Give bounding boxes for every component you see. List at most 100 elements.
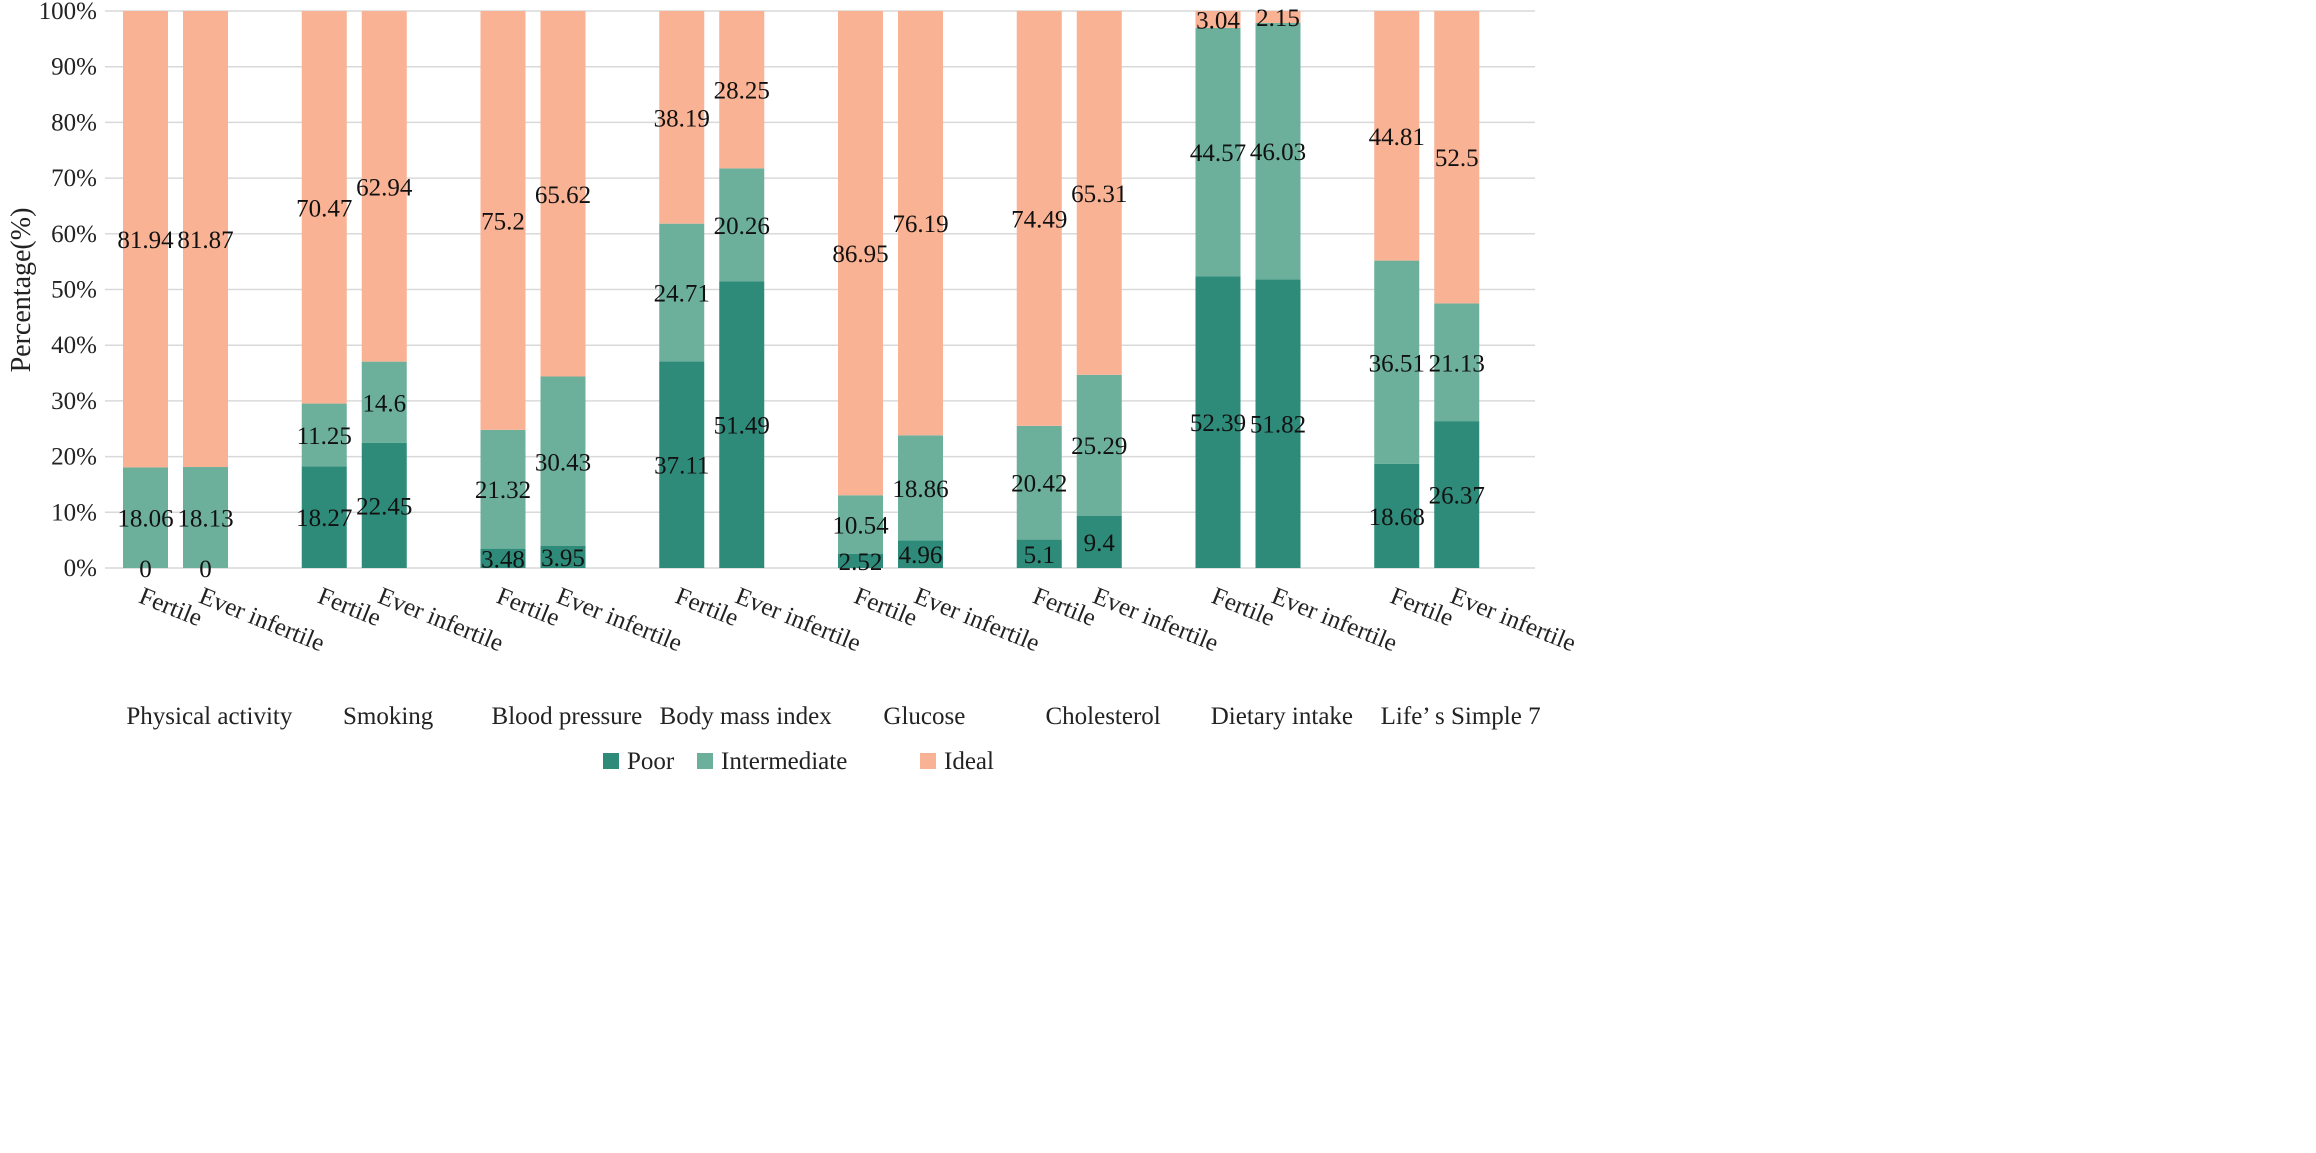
bar-segment-poor xyxy=(361,442,407,568)
bar-segment-intermediate xyxy=(123,467,168,568)
bar-segment-poor xyxy=(480,548,526,568)
data-label: 30.43 xyxy=(535,449,591,476)
bar-segment-ideal xyxy=(301,11,347,404)
bar-segment-intermediate xyxy=(1374,260,1420,464)
bar-segment-intermediate xyxy=(1076,374,1122,516)
legend-label: Intermediate xyxy=(721,748,847,775)
data-label: 46.03 xyxy=(1250,139,1306,166)
data-label: 20.42 xyxy=(1011,471,1067,498)
y-axis-ticks: 0% 10% 20% 30% 40% 50% 60% 70% 80% 90% 100% xyxy=(39,0,97,582)
data-label: 20.26 xyxy=(714,213,770,240)
data-label: 0 xyxy=(199,556,212,583)
category-label: Ever infertile xyxy=(1089,583,1222,658)
data-label: 28.25 xyxy=(714,78,770,105)
bar-segment-poor xyxy=(1374,463,1420,568)
y-tick-label: 0% xyxy=(64,555,97,582)
y-tick-label: 20% xyxy=(51,444,97,471)
group-label: Physical activity xyxy=(126,703,292,730)
data-label: 44.57 xyxy=(1190,140,1246,167)
y-axis-title: Percentage(%) xyxy=(6,208,37,373)
bar-segment-poor xyxy=(540,545,586,568)
data-label: 81.94 xyxy=(117,227,174,254)
group-label: Life’ s Simple 7 xyxy=(1381,703,1541,730)
category-label: Ever infertile xyxy=(374,583,507,658)
data-label: 18.68 xyxy=(1369,504,1425,531)
group-labels: Physical activity Smoking Blood pressure Bo… xyxy=(126,703,1540,730)
category-label: Ever infertile xyxy=(553,583,686,658)
y-tick-label: 100% xyxy=(39,0,97,25)
bar-segment-ideal xyxy=(1374,11,1420,261)
data-label: 86.95 xyxy=(832,241,888,268)
data-label: 65.62 xyxy=(535,182,591,209)
data-label: 4.96 xyxy=(899,542,943,569)
legend-label: Poor xyxy=(627,748,675,775)
bar-segment-ideal xyxy=(659,10,705,224)
bar-segment-ideal xyxy=(361,11,407,362)
bar-segment-intermediate xyxy=(1255,22,1301,280)
bar-segment-intermediate xyxy=(480,429,526,549)
data-label: 0 xyxy=(139,556,152,583)
legend-swatch-poor xyxy=(603,753,619,769)
group-label: Cholesterol xyxy=(1045,703,1160,730)
data-label: 65.31 xyxy=(1071,181,1127,208)
bar-segment-ideal xyxy=(123,11,168,468)
y-tick-label: 30% xyxy=(51,388,97,415)
bar-segment-ideal xyxy=(1434,11,1480,304)
y-tick-label: 70% xyxy=(51,165,97,192)
bar-segment-poor xyxy=(1016,539,1062,568)
data-labels: 0 18.06 81.94 0 18.13 81.87 18.27 11.25 70.47 22.… xyxy=(117,5,1485,583)
y-tick-label: 90% xyxy=(51,54,97,81)
bar-segment-intermediate xyxy=(1016,425,1062,540)
legend-label: Ideal xyxy=(944,748,994,775)
bar-segment-ideal xyxy=(898,10,943,436)
bar-segment-poor xyxy=(659,361,705,568)
legend: Poor Intermediate Ideal xyxy=(603,748,994,775)
bar-segment-intermediate xyxy=(719,168,765,282)
data-label: 18.13 xyxy=(177,506,233,533)
data-label: 51.82 xyxy=(1250,412,1306,439)
bar-segment-ideal xyxy=(719,11,765,169)
bars xyxy=(123,10,1480,568)
data-label: 81.87 xyxy=(177,227,233,254)
group-label: Dietary intake xyxy=(1211,703,1353,730)
group-label: Body mass index xyxy=(660,703,833,730)
bar-segment-intermediate xyxy=(659,223,705,362)
data-label: 62.94 xyxy=(356,174,413,201)
bar-segment-intermediate xyxy=(898,435,943,541)
group-label: Blood pressure xyxy=(492,703,643,730)
bar-segment-ideal xyxy=(1255,11,1301,23)
bar-segment-poor xyxy=(838,553,883,568)
bar-segment-intermediate xyxy=(838,495,883,554)
data-label: 37.11 xyxy=(654,453,709,480)
bar-segment-intermediate xyxy=(540,376,586,546)
data-label: 11.25 xyxy=(297,423,352,450)
data-label: 3.48 xyxy=(481,546,525,573)
y-tick-label: 50% xyxy=(51,277,97,304)
data-label: 10.54 xyxy=(832,513,889,540)
data-label: 2.15 xyxy=(1256,5,1300,32)
bar-segment-intermediate xyxy=(1195,27,1241,277)
bar-segment-ideal xyxy=(1076,11,1122,375)
bar-segment-intermediate xyxy=(183,467,228,568)
data-label: 14.6 xyxy=(362,390,406,417)
data-label: 36.51 xyxy=(1369,350,1425,377)
data-label: 44.81 xyxy=(1369,124,1425,151)
data-label: 3.95 xyxy=(541,545,585,572)
legend-swatch-intermediate xyxy=(697,753,713,769)
bar-segment-poor xyxy=(1076,515,1122,568)
data-label: 22.45 xyxy=(356,493,412,520)
group-label: Smoking xyxy=(343,703,434,730)
data-label: 75.2 xyxy=(481,208,525,235)
data-label: 74.49 xyxy=(1011,206,1067,233)
y-tick-label: 10% xyxy=(51,499,97,526)
bar-segment-ideal xyxy=(1195,11,1241,28)
bar-segment-intermediate xyxy=(1434,303,1480,422)
bar-segment-intermediate xyxy=(361,361,407,443)
category-label: Ever infertile xyxy=(1447,583,1580,658)
data-label: 21.32 xyxy=(475,477,531,504)
data-label: 26.37 xyxy=(1429,483,1485,510)
data-label: 52.39 xyxy=(1190,410,1246,437)
data-label: 51.49 xyxy=(714,413,770,440)
